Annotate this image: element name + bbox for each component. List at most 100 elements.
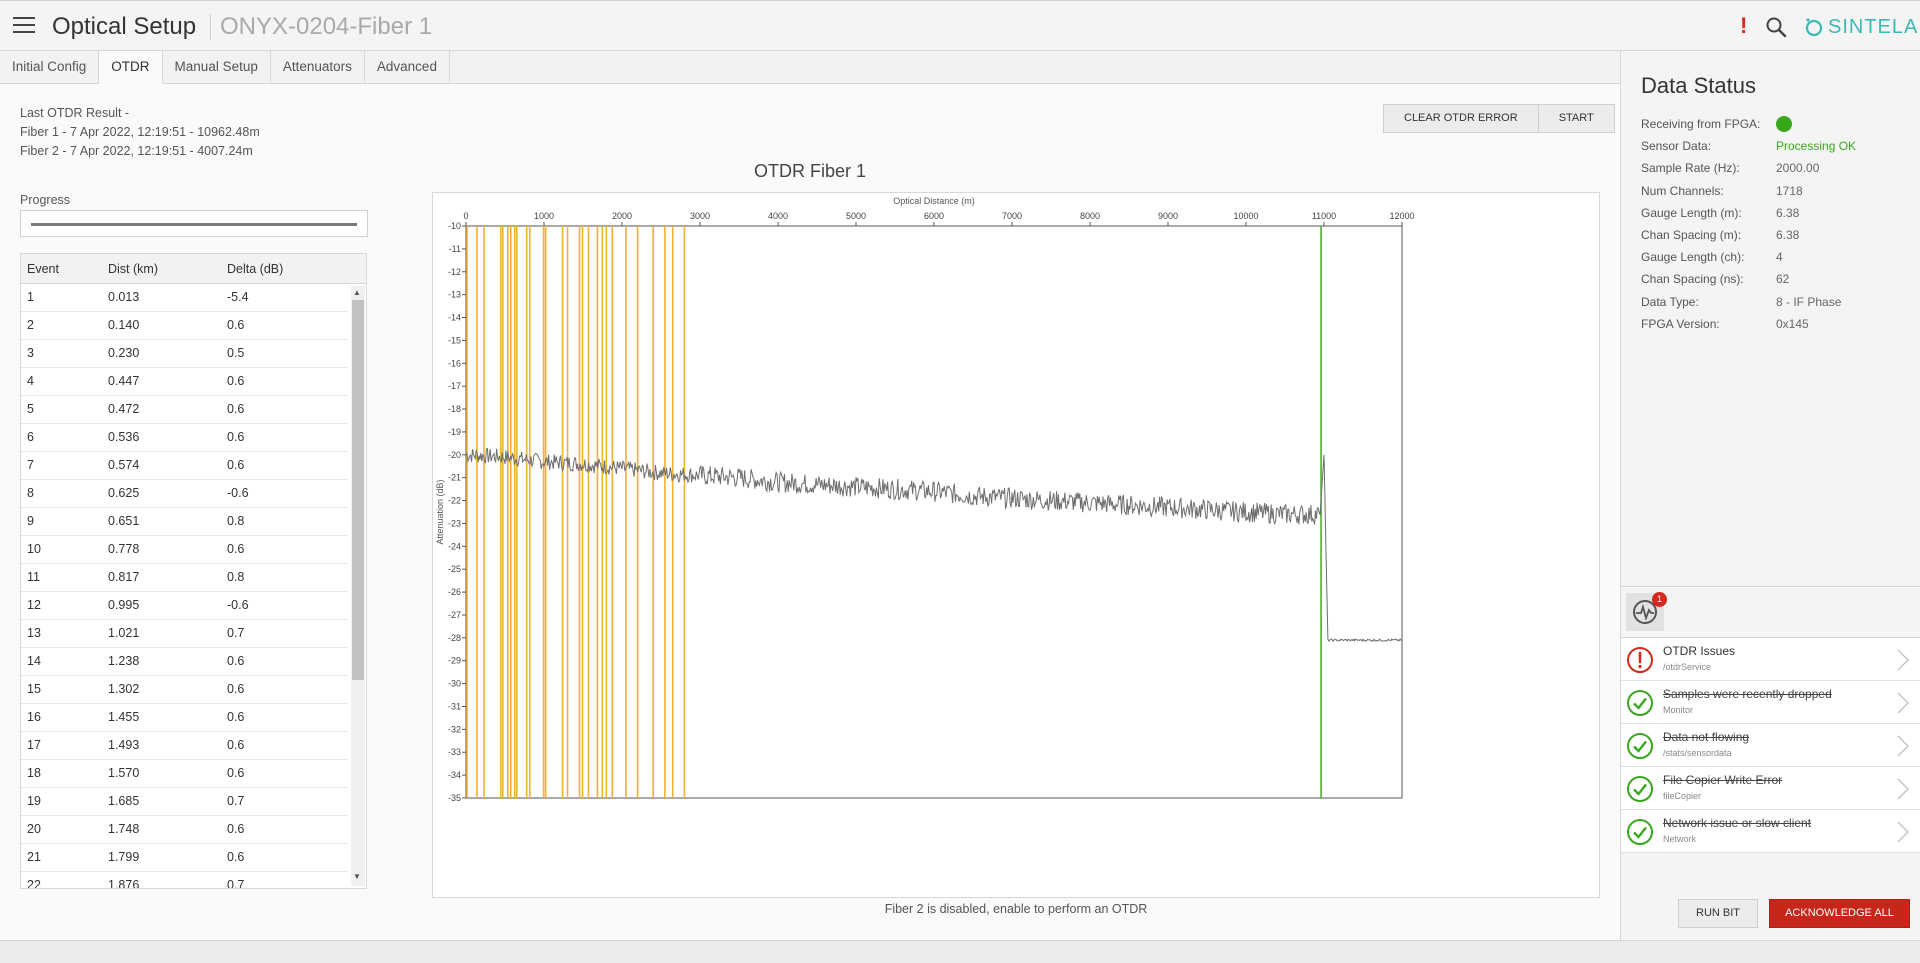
scroll-down-icon[interactable]: ▼ <box>353 872 361 881</box>
table-row[interactable]: 22 1.876 0.7 <box>21 872 348 889</box>
progress-label: Progress <box>20 193 71 207</box>
table-row[interactable]: 1 0.013 -5.4 <box>21 284 348 312</box>
issue-item[interactable]: Samples were recently dropped Monitor <box>1621 681 1920 724</box>
delta-cell: 0.6 <box>227 318 245 332</box>
issue-item[interactable]: OTDR Issues/otdrService <box>1621 638 1920 681</box>
x-tick-label: 7000 <box>1002 211 1022 221</box>
x-tick-label: 11000 <box>1312 211 1336 221</box>
menu-icon[interactable] <box>13 17 35 35</box>
data-status-label: Sensor Data: <box>1641 139 1712 154</box>
tab-otdr[interactable]: OTDR <box>99 51 163 84</box>
y-tick-label: -32 <box>448 724 461 734</box>
x-tick-label: 0 <box>463 211 468 221</box>
table-row[interactable]: 7 0.574 0.6 <box>21 452 348 480</box>
issue-item[interactable]: Data not flowing/stats/sensordata <box>1621 724 1920 767</box>
otdr-chart-svg: Optical Distance (m) Attenuation (dB) 0 100… <box>435 196 1415 803</box>
table-row[interactable]: 4 0.447 0.6 <box>21 368 348 396</box>
data-status-label: Data Type: <box>1641 294 1699 309</box>
otdr-trace-line <box>465 447 1403 643</box>
table-row[interactable]: 19 1.685 0.7 <box>21 788 348 816</box>
tab-attenuators[interactable]: Attenuators <box>271 51 365 84</box>
data-status-label: Chan Spacing (m): <box>1641 227 1742 242</box>
progress-bar <box>20 210 368 237</box>
dist-cell: 0.995 <box>108 598 140 612</box>
event-cell: 11 <box>27 570 40 584</box>
table-row[interactable]: 12 0.995 -0.6 <box>21 592 348 620</box>
table-row[interactable]: 3 0.230 0.5 <box>21 340 348 368</box>
event-cell: 14 <box>27 654 41 668</box>
fpga-status-indicator <box>1776 116 1792 132</box>
event-cell: 2 <box>27 318 34 332</box>
table-row[interactable]: 21 1.799 0.6 <box>21 844 348 872</box>
delta-cell: 0.6 <box>227 430 245 444</box>
acknowledge-all-button[interactable]: ACKNOWLEDGE ALL <box>1769 899 1910 928</box>
tab-manual-setup[interactable]: Manual Setup <box>163 51 271 84</box>
table-scrollbar[interactable]: ▲ ▼ <box>351 286 365 886</box>
table-row[interactable]: 10 0.778 0.6 <box>21 536 348 564</box>
heartbeat-icon <box>1633 600 1657 624</box>
delta-cell: 0.6 <box>227 710 245 724</box>
table-row[interactable]: 2 0.140 0.6 <box>21 312 348 340</box>
event-cell: 22 <box>27 878 41 889</box>
column-header-delta[interactable]: Delta (dB) <box>227 262 284 276</box>
table-row[interactable]: 9 0.651 0.8 <box>21 508 348 536</box>
delta-cell: -0.6 <box>227 598 249 612</box>
y-tick-label: -10 <box>448 221 461 231</box>
y-tick-label: -35 <box>448 793 461 803</box>
data-status-row: FPGA Version: 0x145 <box>1641 313 1901 335</box>
run-bit-button[interactable]: RUN BIT <box>1678 899 1758 928</box>
fiber2-result: Fiber 2 - 7 Apr 2022, 12:19:51 - 4007.24… <box>20 144 253 158</box>
tab-initial-config[interactable]: Initial Config <box>0 51 100 84</box>
table-row[interactable]: 16 1.455 0.6 <box>21 704 348 732</box>
issue-item[interactable]: File Copier Write Error fileCopier <box>1621 767 1920 810</box>
table-row[interactable]: 18 1.570 0.6 <box>21 760 348 788</box>
data-status-row: Sample Rate (Hz): 2000.00 <box>1641 157 1901 179</box>
otdr-chart[interactable]: Optical Distance (m) Attenuation (dB) 0 100… <box>432 192 1600 898</box>
table-row[interactable]: 6 0.536 0.6 <box>21 424 348 452</box>
event-cell: 17 <box>27 738 41 752</box>
table-row[interactable]: 17 1.493 0.6 <box>21 732 348 760</box>
data-status-panel: Data Status Receiving from FPGA: Sensor D… <box>1620 51 1920 940</box>
table-row[interactable]: 14 1.238 0.6 <box>21 648 348 676</box>
clear-otdr-error-button[interactable]: CLEAR OTDR ERROR <box>1383 104 1539 133</box>
search-icon[interactable] <box>1764 15 1788 39</box>
column-header-dist[interactable]: Dist (km) <box>108 262 158 276</box>
tab-advanced[interactable]: Advanced <box>365 51 450 84</box>
progress-track <box>31 223 357 226</box>
x-tick-label: 6000 <box>924 211 944 221</box>
issue-item[interactable]: Network issue or slow client Network <box>1621 810 1920 853</box>
page-title: Optical Setup <box>52 13 197 40</box>
chevron-right-icon <box>1897 735 1910 757</box>
x-tick-label: 1000 <box>534 211 554 221</box>
table-row[interactable]: 13 1.021 0.7 <box>21 620 348 648</box>
table-row[interactable]: 8 0.625 -0.6 <box>21 480 348 508</box>
y-axis-label: Attenuation (dB) <box>435 479 445 544</box>
data-status-label: Gauge Length (ch): <box>1641 250 1745 265</box>
brand-name: SINTELA <box>1828 15 1919 38</box>
brand-logo: SINTELA <box>1804 14 1918 40</box>
y-tick-label: -31 <box>448 701 461 711</box>
table-row[interactable]: 5 0.472 0.6 <box>21 396 348 424</box>
issue-title: File Copier Write Error <box>1663 773 1783 787</box>
alert-icon[interactable]: ! <box>1740 13 1748 38</box>
dist-cell: 1.685 <box>108 794 140 808</box>
event-cell: 1 <box>27 290 34 304</box>
scroll-up-icon[interactable]: ▲ <box>353 288 361 297</box>
check-circle-icon <box>1627 733 1653 759</box>
data-status-value: 0x145 <box>1776 316 1809 331</box>
start-button[interactable]: START <box>1538 104 1615 133</box>
check-circle-icon <box>1627 776 1653 802</box>
event-cell: 13 <box>27 626 41 640</box>
column-header-event[interactable]: Event <box>27 262 59 276</box>
table-row[interactable]: 11 0.817 0.8 <box>21 564 348 592</box>
chevron-right-icon <box>1897 649 1910 671</box>
table-row[interactable]: 20 1.748 0.6 <box>21 816 348 844</box>
event-cell: 10 <box>27 542 41 556</box>
data-status-value: 2000.00 <box>1776 161 1820 176</box>
y-tick-label: -18 <box>448 404 461 414</box>
table-row[interactable]: 15 1.302 0.6 <box>21 676 348 704</box>
scrollbar-thumb[interactable] <box>352 300 364 680</box>
chevron-right-icon <box>1897 778 1910 800</box>
y-tick-label: -27 <box>448 610 461 620</box>
delta-cell: 0.6 <box>227 654 245 668</box>
